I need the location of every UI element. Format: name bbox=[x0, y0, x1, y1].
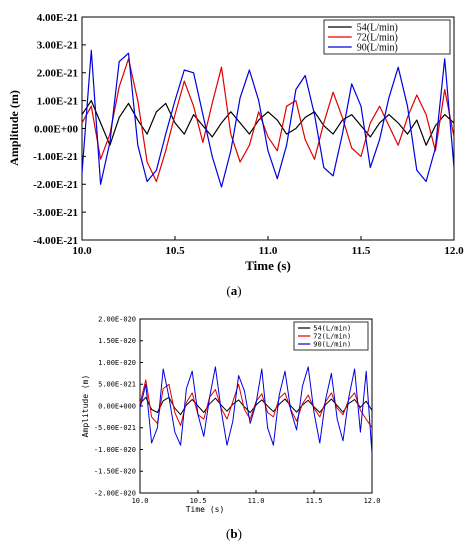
chart-a-x-tick-label: 12.0 bbox=[444, 245, 464, 257]
chart-a-legend-label-3: 90(L/min) bbox=[357, 43, 398, 54]
chart-b-x-tick-label: 10.0 bbox=[132, 497, 149, 505]
chart-a-y-tick-label: 0.00E+00 bbox=[34, 123, 78, 135]
chart-b-x-tick-label: 11.5 bbox=[306, 497, 323, 505]
chart-a-panel-letter: a bbox=[231, 283, 238, 298]
chart-b-y-tick-label: -1.00E-020 bbox=[94, 446, 136, 454]
chart-a-legend: 54(L/min)72(L/min)90(L/min) bbox=[323, 19, 451, 55]
chart-b-y-tick-label: 0.00E+000 bbox=[98, 402, 136, 410]
chart-b-y-tick-label: -1.50E-020 bbox=[94, 468, 136, 476]
chart-a-y-axis: 4.00E-21 3.00E-21 2.00E-21 1.00E-21 0.00E+00… bbox=[33, 12, 86, 247]
chart-b-series-line-3 bbox=[139, 366, 373, 454]
chart-b-legend: 54(L/min)72(L/min)90(L/min) bbox=[293, 321, 369, 351]
chart-b-x-axis-title: Time (s) bbox=[186, 505, 225, 514]
chart-b-y-axis-title: Amplitude (m) bbox=[81, 375, 90, 438]
chart-a-panel-label: (a) bbox=[226, 283, 241, 298]
chart-a-x-tick-label: 10.0 bbox=[72, 245, 92, 257]
chart-a-series-line-2 bbox=[81, 58, 455, 183]
chart-b-panel-letter: b bbox=[230, 526, 237, 541]
chart-a-series-line-3 bbox=[81, 49, 455, 188]
chart-a-y-tick-label: 3.00E-21 bbox=[37, 40, 78, 52]
chart-b-x-axis: 10.0 10.5 11.0 11.5 12.0 bbox=[132, 490, 381, 505]
chart-b-y-tick-label: 2.00E-020 bbox=[98, 315, 136, 323]
chart-b-x-tick-label: 12.0 bbox=[364, 497, 381, 505]
chart-a-y-tick-label: -4.00E-21 bbox=[33, 235, 78, 247]
chart-a-y-tick-label: 1.00E-21 bbox=[37, 95, 78, 107]
chart-b-x-tick-label: 11.0 bbox=[248, 497, 265, 505]
chart-b-y-tick-label: 1.50E-020 bbox=[98, 337, 136, 345]
chart-a-x-axis-title: Time (s) bbox=[245, 258, 291, 273]
chart-a-series-line-1 bbox=[81, 99, 455, 146]
chart-b-panel-label: (b) bbox=[226, 526, 242, 541]
chart-a-x-axis: 10.0 10.5 11.0 11.5 12.0 bbox=[72, 236, 464, 257]
chart-a-y-tick-label: 2.00E-21 bbox=[37, 68, 78, 80]
chart-a-y-axis-title: Amplitude (m) bbox=[7, 90, 21, 166]
chart-a-x-tick-label: 10.5 bbox=[165, 245, 185, 257]
chart-b-y-tick-label: 5.00E-021 bbox=[98, 381, 136, 389]
chart-a-series-lines bbox=[81, 49, 455, 188]
chart-b-y-axis: 2.00E-020 1.50E-020 1.00E-020 5.00E-021 0.00… bbox=[94, 315, 143, 497]
chart-b-legend-label-1: 54(L/min) bbox=[313, 324, 351, 332]
chart-a-y-tick-label: 4.00E-21 bbox=[37, 12, 78, 24]
chart-a-legend-label-1: 54(L/min) bbox=[357, 23, 398, 34]
chart-b-y-tick-label: -2.00E-020 bbox=[94, 489, 136, 497]
chart-a-y-tick-label: -3.00E-21 bbox=[33, 207, 78, 219]
chart-a-x-tick-label: 11.5 bbox=[352, 245, 371, 257]
chart-panel-a: 4.00E-21 3.00E-21 2.00E-21 1.00E-21 0.00E+00… bbox=[7, 12, 464, 298]
chart-a-y-tick-label: -2.00E-21 bbox=[33, 179, 78, 191]
chart-b-series-lines bbox=[139, 366, 373, 454]
chart-b-legend-label-3: 90(L/min) bbox=[313, 340, 351, 348]
chart-b-legend-label-2: 72(L/min) bbox=[313, 332, 351, 340]
chart-a-legend-label-2: 72(L/min) bbox=[357, 33, 398, 44]
chart-a-x-tick-label: 11.0 bbox=[259, 245, 278, 257]
chart-panel-b: 2.00E-020 1.50E-020 1.00E-020 5.00E-021 0.00… bbox=[81, 315, 380, 541]
chart-b-y-tick-label: -5.00E-021 bbox=[94, 424, 136, 432]
chart-a-y-tick-label: -1.00E-21 bbox=[33, 151, 78, 163]
chart-b-x-tick-label: 10.5 bbox=[190, 497, 207, 505]
chart-b-y-tick-label: 1.00E-020 bbox=[98, 359, 136, 367]
